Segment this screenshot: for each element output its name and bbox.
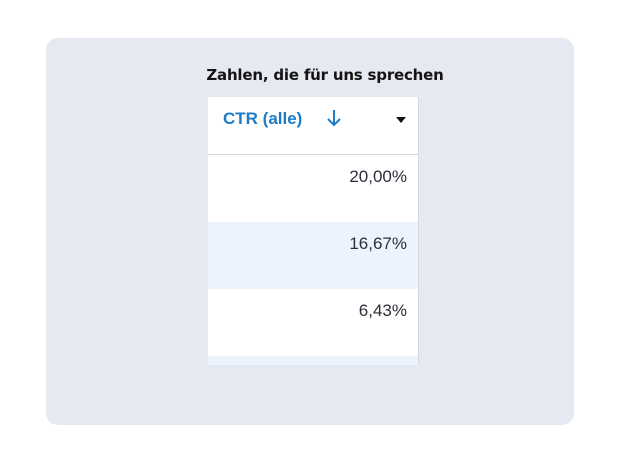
ctr-table: CTR (alle) 20,00% 16,67% 6,43% [208,97,419,365]
column-header-label: CTR (alle) [223,109,303,128]
ctr-value: 16,67% [349,234,407,253]
table-row: 20,00% [208,155,418,222]
table-row: 16,67% [208,222,418,289]
arrow-down-icon[interactable] [325,108,343,128]
caret-down-icon[interactable] [396,117,406,123]
table-row: 6,43% [208,289,418,356]
section-heading: Zahlen, die für uns sprechen [206,66,444,84]
column-header-ctr[interactable]: CTR (alle) [208,97,418,155]
table-row [208,356,418,365]
ctr-value: 20,00% [349,167,407,186]
ctr-value: 6,43% [358,301,407,320]
